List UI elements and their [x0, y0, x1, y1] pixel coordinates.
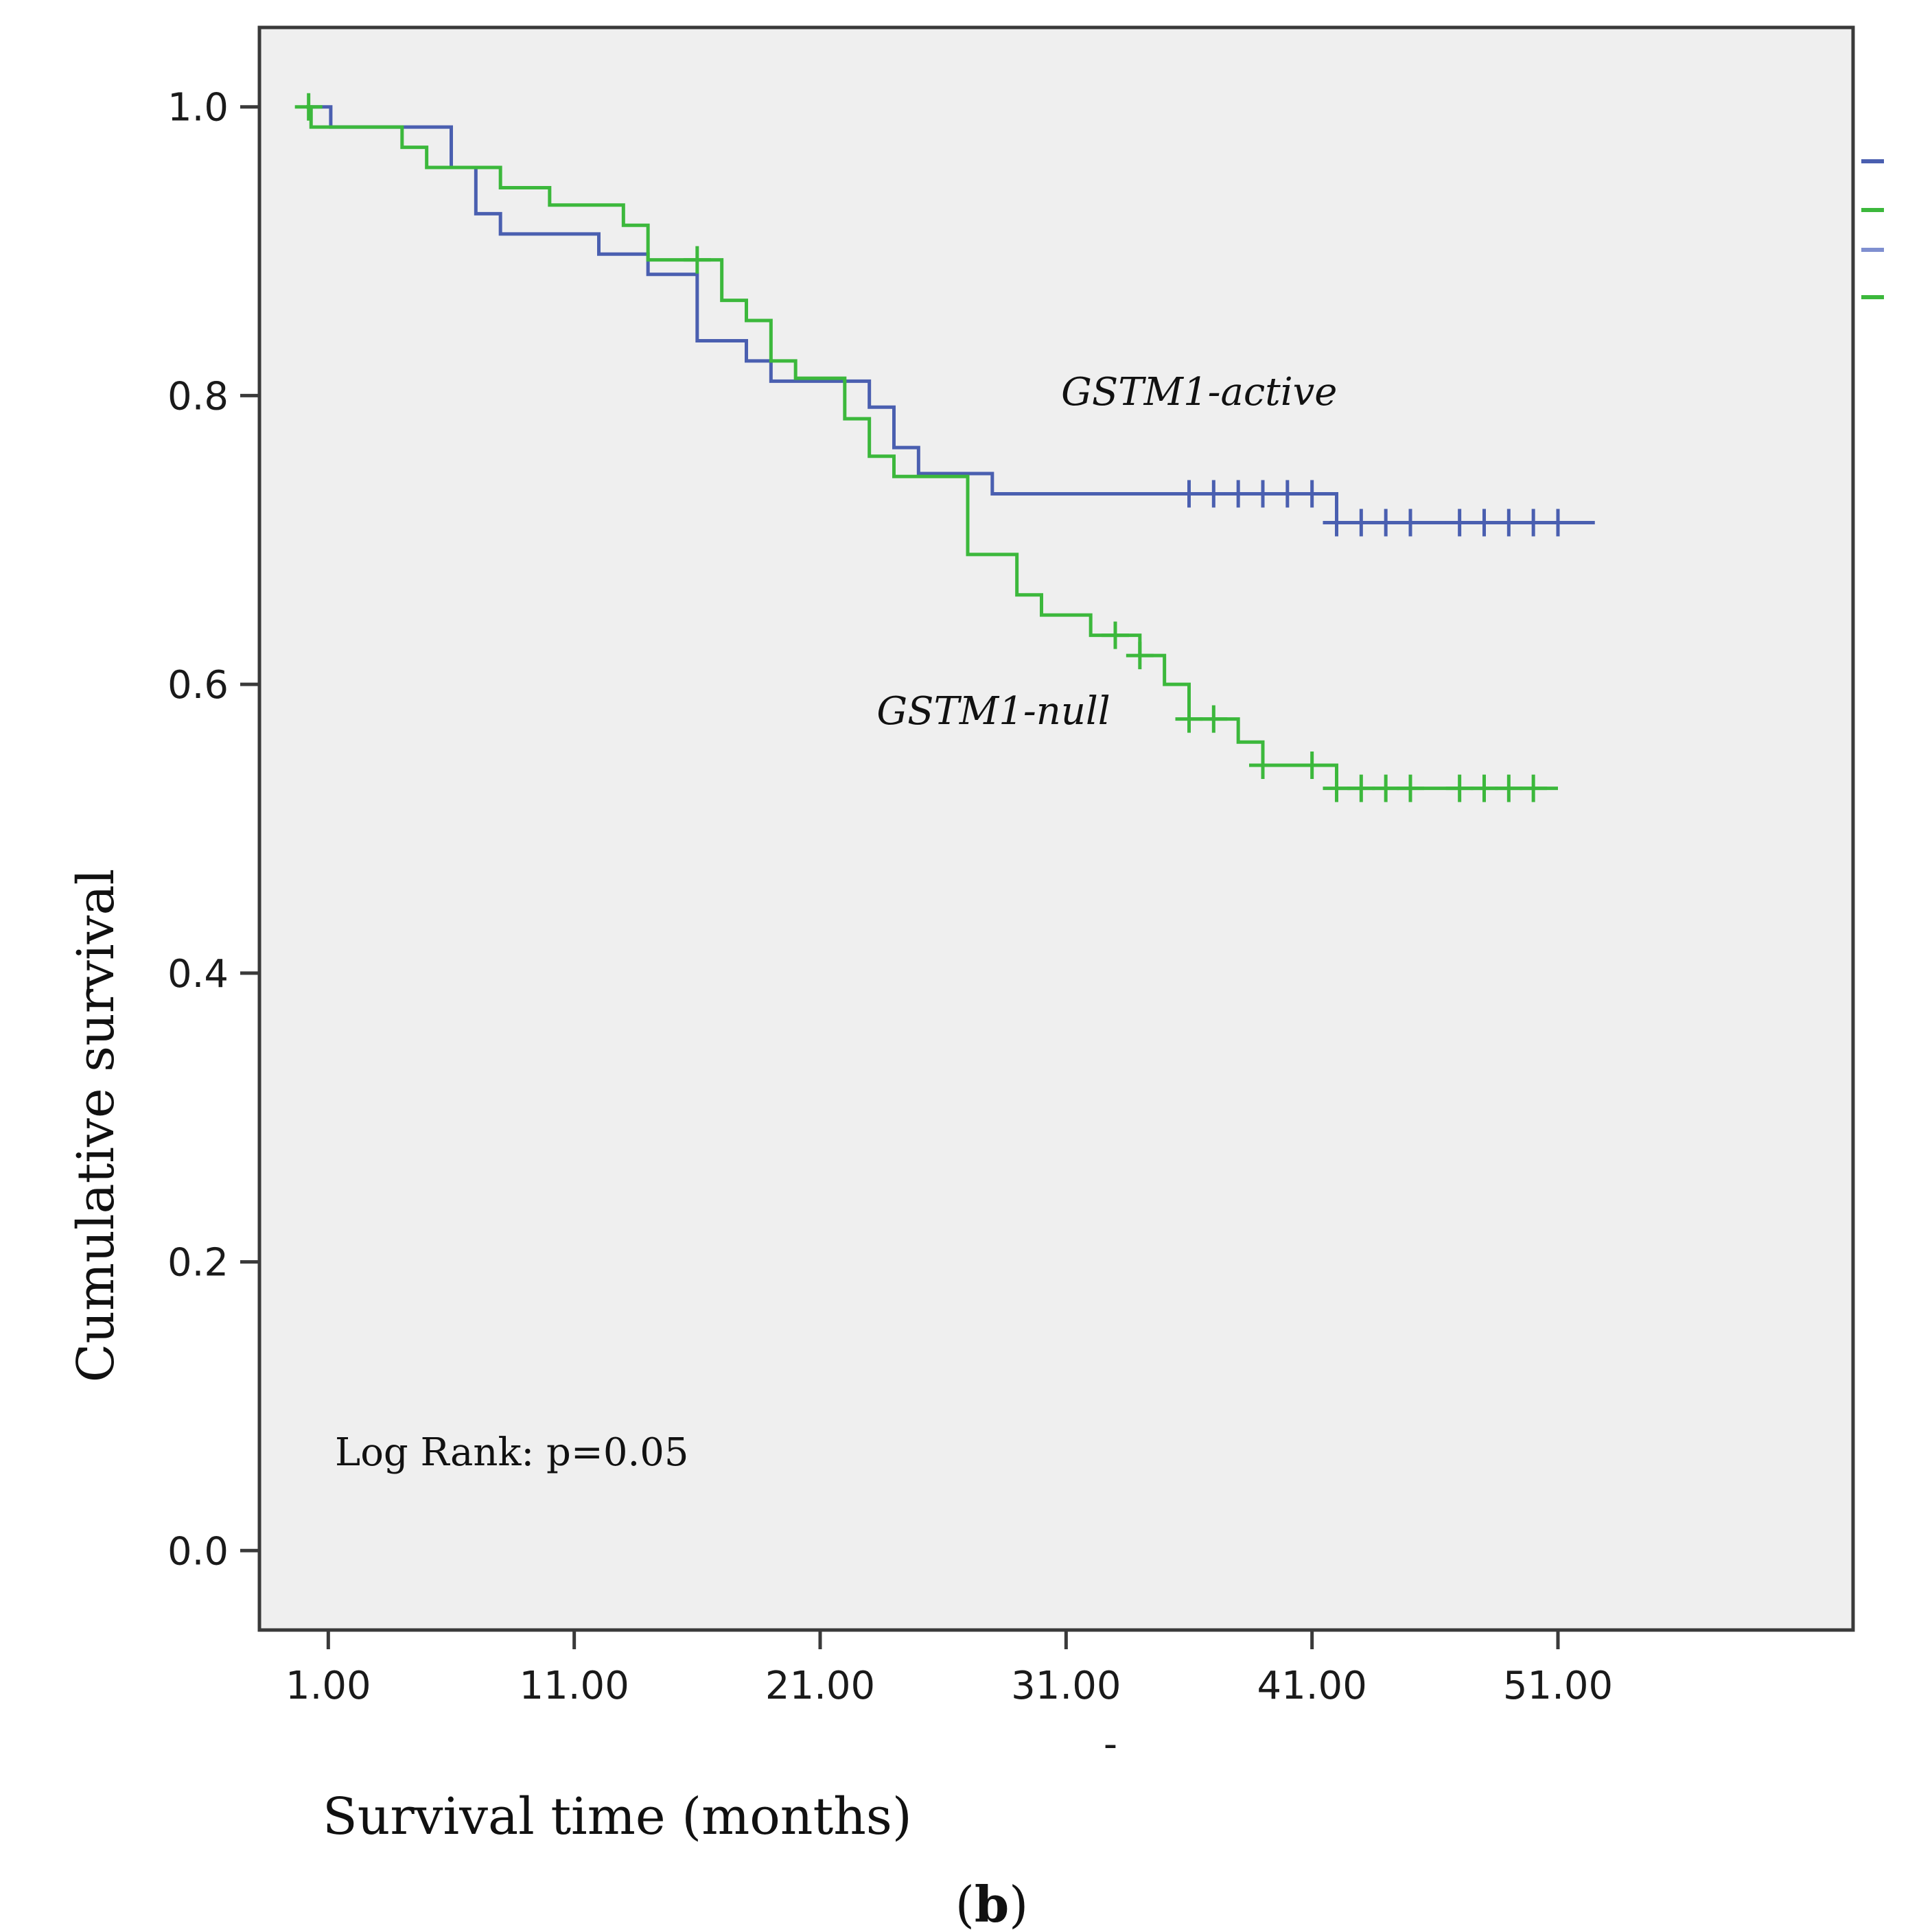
censor-mark-gstm1-null — [1323, 774, 1351, 802]
y-axis-title: Cumulative survival — [67, 869, 126, 1383]
censor-mark-gstm1-active — [1520, 509, 1548, 537]
x-tick-label: 21.00 — [765, 1664, 875, 1708]
censor-mark-gstm1-null — [1298, 751, 1326, 779]
x-tick-label: 51.00 — [1503, 1664, 1613, 1708]
censor-mark-gstm1-null — [294, 93, 323, 121]
censor-mark-gstm1-active — [1249, 480, 1277, 508]
censor-mark-gstm1-active — [1224, 480, 1253, 508]
censor-mark-gstm1-null — [683, 246, 711, 274]
censor-mark-gstm1-null — [1347, 774, 1375, 802]
series-line-gstm1-null — [306, 105, 1558, 791]
censor-mark-gstm1-null — [1397, 774, 1424, 802]
censor-mark-gstm1-active — [1200, 480, 1228, 508]
censor-mark-gstm1-null — [1175, 705, 1203, 733]
x-tick-label: 31.00 — [1011, 1664, 1121, 1708]
censor-mark-gstm1-active — [1544, 509, 1572, 537]
censor-mark-gstm1-active — [1347, 509, 1375, 537]
censor-mark-gstm1-active — [1495, 509, 1523, 537]
series-label-gstm1-null: GSTM1-null — [876, 689, 1110, 734]
censor-mark-gstm1-null — [1126, 642, 1154, 670]
panel-label: (b) — [955, 1875, 1029, 1932]
x-tick-label: 1.00 — [286, 1664, 371, 1708]
y-tick-label: 0.0 — [167, 1529, 229, 1574]
panel-label-close: ) — [1009, 1876, 1028, 1932]
series-layer — [294, 93, 1595, 802]
x-tick-label: 11.00 — [520, 1664, 629, 1708]
legend — [1861, 159, 1884, 299]
y-tick-label: 0.2 — [167, 1241, 229, 1285]
y-tick-label: 0.4 — [167, 952, 229, 997]
censor-mark-gstm1-null — [1445, 774, 1474, 802]
x-axis-stray-mark: - — [1104, 1722, 1117, 1767]
y-tick-label: 0.6 — [167, 663, 229, 708]
axes: 0.0 0.2 0.4 0.6 0.8 1.0 1.00 11.00 21.00 31.00 41.… — [167, 86, 1613, 1708]
series-label-gstm1-active: GSTM1-active — [1061, 370, 1337, 415]
censor-mark-gstm1-null — [1102, 621, 1129, 649]
censor-mark-gstm1-active — [1323, 509, 1351, 537]
censor-mark-gstm1-active — [1298, 480, 1326, 508]
censor-mark-gstm1-active — [1273, 480, 1301, 508]
log-rank-annotation: Log Rank: p=0.05 — [335, 1430, 689, 1475]
censor-mark-gstm1-null — [1372, 774, 1400, 802]
censor-mark-gstm1-active — [1175, 480, 1203, 508]
censor-mark-gstm1-null — [1249, 751, 1277, 779]
censor-mark-gstm1-null — [1520, 774, 1548, 802]
censor-mark-gstm1-null — [1495, 774, 1523, 802]
censor-mark-gstm1-active — [1445, 509, 1474, 537]
censor-mark-gstm1-null — [1200, 705, 1228, 733]
x-axis-title: Survival time (months) — [323, 1787, 912, 1846]
panel-label-letter: b — [975, 1875, 1009, 1932]
plot-area — [257, 25, 1855, 1632]
censor-mark-gstm1-active — [1397, 509, 1424, 537]
x-tick-label: 41.00 — [1257, 1664, 1367, 1708]
censor-mark-gstm1-active — [1372, 509, 1400, 537]
censor-mark-gstm1-null — [1470, 774, 1498, 802]
panel-label-open: ( — [955, 1876, 975, 1932]
censor-mark-gstm1-active — [1470, 509, 1498, 537]
y-tick-label: 1.0 — [167, 86, 229, 130]
y-tick-label: 0.8 — [167, 374, 229, 419]
